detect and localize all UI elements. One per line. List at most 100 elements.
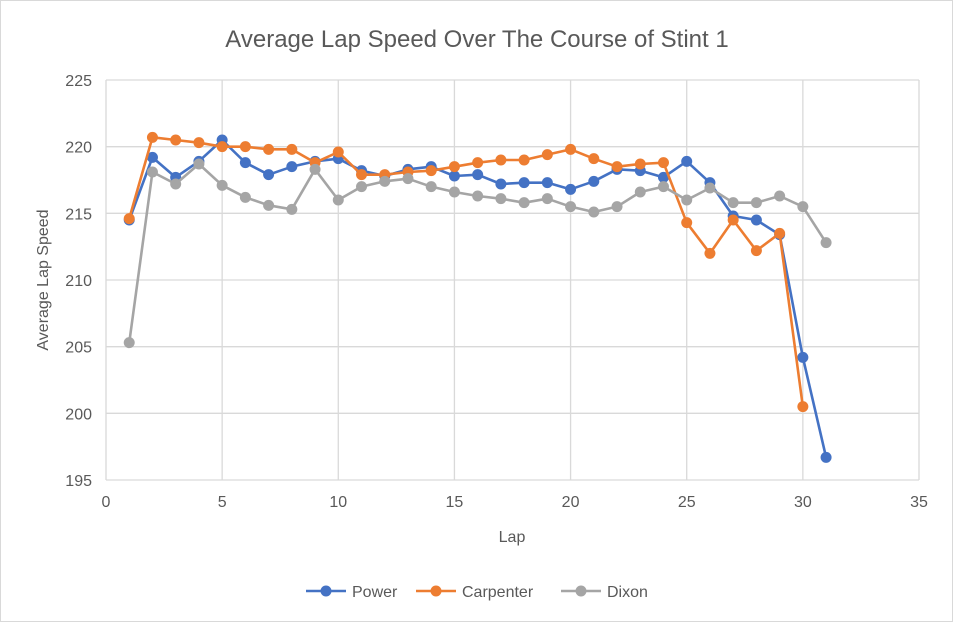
data-point: [239, 141, 251, 153]
data-point: [170, 178, 182, 190]
data-point: [472, 190, 484, 202]
data-point: [448, 186, 460, 198]
data-point: [797, 401, 809, 413]
data-point: [216, 141, 228, 153]
data-point: [495, 178, 507, 190]
data-point: [263, 199, 275, 211]
data-point: [797, 201, 809, 213]
legend-label: Carpenter: [462, 584, 534, 601]
data-point: [286, 143, 298, 155]
y-tick-label: 205: [65, 340, 92, 357]
data-point: [611, 201, 623, 213]
data-point: [309, 163, 321, 175]
data-point: [263, 143, 275, 155]
data-point: [216, 179, 228, 191]
data-point: [448, 161, 460, 173]
data-point: [263, 169, 275, 181]
y-tick-label: 215: [65, 206, 92, 223]
data-point: [588, 206, 600, 218]
y-axis-label: Average Lap Speed: [35, 209, 52, 350]
legend-label: Dixon: [607, 584, 648, 601]
data-point: [193, 137, 205, 149]
x-tick-label: 10: [329, 494, 347, 511]
legend: Power Carpenter Dixon: [306, 584, 648, 601]
data-point: [425, 165, 437, 177]
data-point: [239, 191, 251, 203]
legend-marker: [320, 585, 332, 597]
data-point: [820, 451, 832, 463]
data-point: [634, 186, 646, 198]
y-tick-label: 225: [65, 73, 92, 90]
data-point: [588, 175, 600, 187]
data-point: [657, 157, 669, 169]
data-point: [239, 157, 251, 169]
data-point: [123, 213, 135, 225]
gridlines: [105, 79, 920, 481]
data-point: [727, 214, 739, 226]
series-carpenter: [123, 131, 809, 413]
x-tick-label: 35: [910, 494, 928, 511]
data-point: [681, 155, 693, 167]
data-point: [750, 197, 762, 209]
y-tick-label: 220: [65, 140, 92, 157]
data-point: [332, 146, 344, 158]
x-tick-label: 25: [678, 494, 696, 511]
y-tick-label: 210: [65, 273, 92, 290]
series-line-power: [128, 138, 828, 458]
data-point: [657, 171, 669, 183]
data-point: [681, 194, 693, 206]
data-point: [356, 181, 368, 193]
chart-title: Average Lap Speed Over The Course of Sti…: [225, 26, 728, 53]
data-point: [123, 337, 135, 349]
data-point: [611, 161, 623, 173]
data-point: [704, 247, 716, 259]
data-point: [774, 190, 786, 202]
series-group: [123, 131, 832, 463]
data-point: [356, 169, 368, 181]
data-point: [170, 134, 182, 146]
data-point: [588, 153, 600, 165]
legend-item-dixon: Dixon: [561, 584, 648, 601]
series-dixon: [123, 158, 832, 349]
x-tick-label: 0: [102, 494, 111, 511]
data-point: [634, 158, 646, 170]
x-axis-label: Lap: [499, 529, 526, 546]
data-point: [495, 193, 507, 205]
data-point: [750, 245, 762, 257]
data-point: [472, 157, 484, 169]
data-point: [332, 194, 344, 206]
data-point: [704, 182, 716, 194]
data-point: [518, 154, 530, 166]
data-point: [727, 197, 739, 209]
data-point: [541, 177, 553, 189]
y-tick-label: 200: [65, 406, 92, 423]
x-tick-label: 15: [446, 494, 464, 511]
data-point: [565, 201, 577, 213]
legend-label: Power: [352, 584, 398, 601]
data-point: [193, 158, 205, 170]
data-point: [286, 203, 298, 215]
data-point: [797, 351, 809, 363]
data-point: [657, 181, 669, 193]
data-point: [541, 193, 553, 205]
data-point: [518, 197, 530, 209]
data-point: [379, 175, 391, 187]
data-point: [286, 161, 298, 173]
data-point: [681, 217, 693, 229]
legend-item-power: Power: [306, 584, 398, 601]
tick-labels: 195 200 205 210 215 220 225 0 5 10 15 20 25 30 35: [65, 73, 928, 511]
data-point: [820, 237, 832, 249]
y-tick-label: 195: [65, 473, 92, 490]
legend-marker: [575, 585, 587, 597]
data-point: [750, 214, 762, 226]
data-point: [146, 166, 158, 178]
data-point: [774, 227, 786, 239]
legend-item-carpenter: Carpenter: [416, 584, 534, 601]
data-point: [565, 183, 577, 195]
legend-marker: [430, 585, 442, 597]
x-tick-label: 20: [562, 494, 580, 511]
data-point: [518, 177, 530, 189]
x-tick-label: 5: [218, 494, 227, 511]
